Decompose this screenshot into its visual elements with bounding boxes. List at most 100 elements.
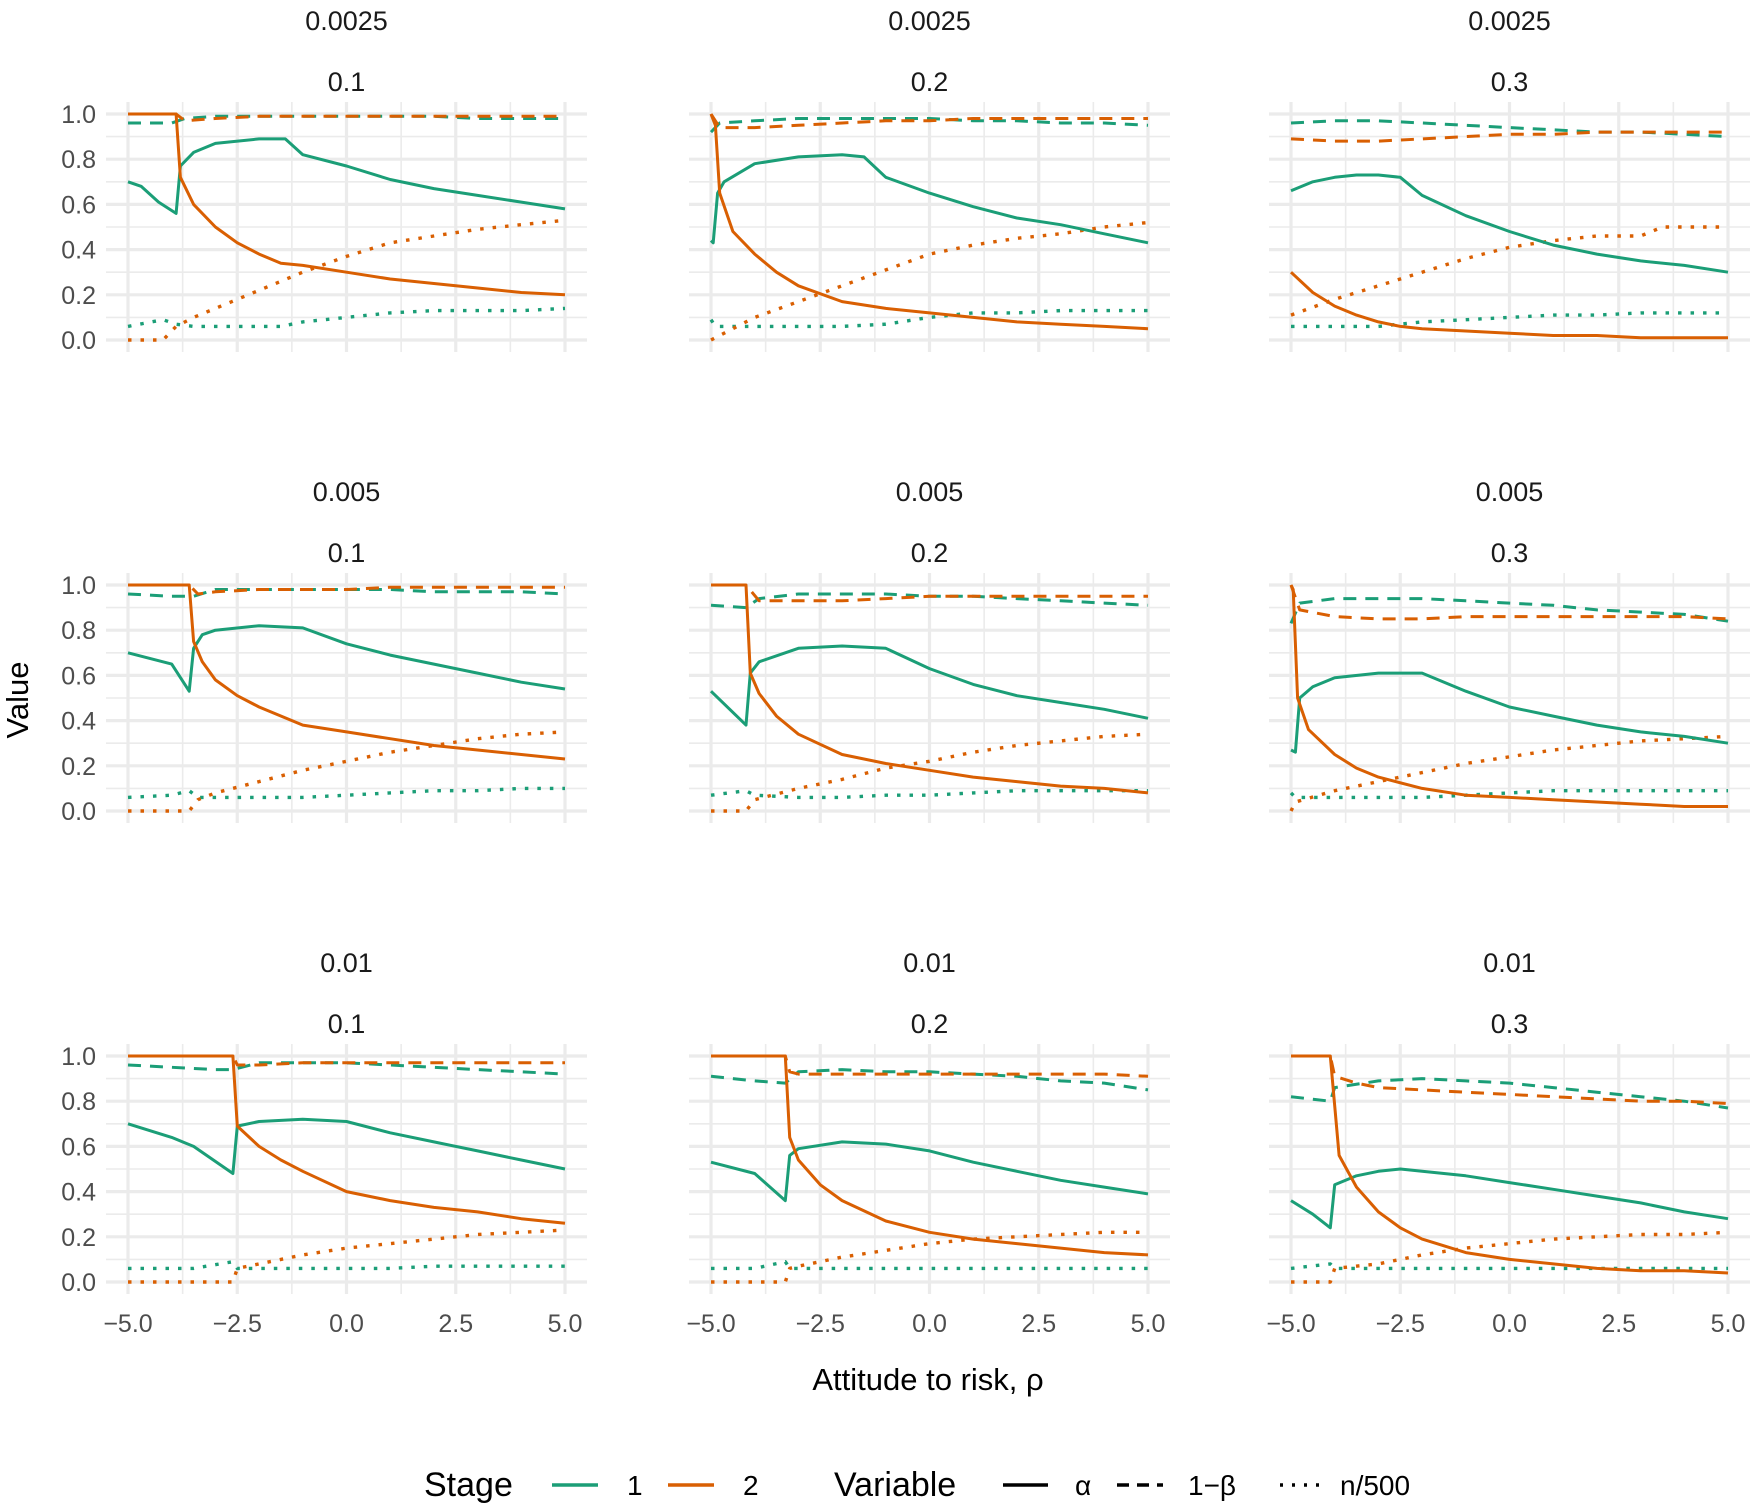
legend-variable-title: Variable (834, 1466, 956, 1504)
x-tick-label: 2.5 (1021, 1310, 1056, 1338)
facet-col-strip-label: 0.2 (911, 67, 949, 97)
legend: Stage 1 2 Variable α 1−β n/500 (424, 1466, 1410, 1504)
series-line-stage2-power (128, 112, 565, 123)
legend-n500-label: n/500 (1340, 1470, 1410, 1501)
x-tick-label: 5.0 (1131, 1310, 1166, 1338)
facet-col-strip-label: 0.1 (328, 67, 366, 97)
facet-panel: 0.0025 0.1 0.0 0.2 0.4 0.6 0.8 1.0 (61, 6, 587, 355)
series-line-stage2-alpha (1291, 1054, 1729, 1275)
series-line-stage2-power (711, 1054, 1149, 1078)
series-line-stage2-alpha (128, 1054, 566, 1225)
facet-panel: 0.0025 0.2 (689, 6, 1170, 352)
x-tick-label: −2.5 (1376, 1310, 1425, 1338)
legend-alpha-label: α (1075, 1470, 1091, 1501)
y-tick-label: 0.0 (61, 798, 96, 826)
facet-row-strip-label: 0.01 (903, 948, 956, 978)
y-tick-label: 0.2 (61, 753, 96, 781)
facet-panel: 0.01 0.3 −5.0 −2.5 0.0 2.5 5.0 (1266, 948, 1750, 1338)
facet-row-strip-label: 0.01 (1483, 948, 1536, 978)
y-tick-label: 0.2 (61, 1224, 96, 1252)
series-line-stage2-alpha (128, 583, 566, 761)
series-line-stage1-alpha (127, 137, 566, 215)
y-tick-label: 0.6 (61, 191, 96, 219)
facet-col-strip-label: 0.1 (328, 538, 366, 568)
y-tick-label: 0.0 (61, 1269, 96, 1297)
y-tick-label: 0.0 (61, 327, 96, 355)
series-line-stage1-power (127, 1061, 566, 1076)
series-line-stage1-n500 (128, 1260, 565, 1271)
legend-stage-1-label: 1 (627, 1470, 643, 1501)
series-line-stage2-n500 (128, 1228, 566, 1284)
y-axis-title: Value (0, 662, 35, 739)
y-tick-label: 0.2 (61, 282, 96, 310)
series-line-stage1-power (709, 117, 1149, 134)
facet-col-strip-label: 0.1 (328, 1009, 366, 1039)
series-line-stage2-alpha (1289, 584, 1728, 808)
y-tick-label: 1.0 (61, 101, 96, 129)
facet-col-strip-label: 0.2 (911, 538, 949, 568)
x-tick-label: 0.0 (912, 1310, 947, 1338)
series-line-stage1-alpha (127, 624, 566, 693)
series-line-stage1-power (710, 1068, 1149, 1092)
y-tick-label: 1.0 (61, 1043, 96, 1071)
x-tick-label: −2.5 (796, 1310, 845, 1338)
series-line-stage1-alpha (1290, 1167, 1729, 1230)
x-tick-label: −5.0 (1266, 1310, 1315, 1338)
y-tick-label: 1.0 (61, 572, 96, 600)
facet-row-strip-label: 0.005 (896, 477, 964, 507)
facet-panel: 0.005 0.3 (1269, 477, 1750, 823)
series-line-stage1-n500 (127, 306, 566, 329)
series-line-stage1-alpha (127, 1117, 566, 1175)
x-tick-label: −5.0 (686, 1310, 735, 1338)
y-tick-label: 0.6 (61, 662, 96, 690)
facet-row-strip-label: 0.0025 (1468, 6, 1551, 36)
series-line-stage1-power (127, 588, 566, 598)
series-line-stage1-alpha (710, 1140, 1149, 1203)
x-tick-label: 5.0 (548, 1310, 583, 1338)
facet-row-strip-label: 0.01 (320, 948, 373, 978)
facet-panel: 0.01 0.1 0.0 0.2 0.4 0.6 0.8 1.0 −5.0 −2.5 0.0 2.5 5… (61, 948, 587, 1338)
legend-stage-title: Stage (424, 1466, 513, 1504)
series-line-stage1-power (1289, 597, 1729, 624)
y-tick-label: 0.6 (61, 1133, 96, 1161)
y-tick-label: 0.8 (61, 146, 96, 174)
series-line-stage2-power (1289, 584, 1729, 621)
x-tick-label: −2.5 (213, 1310, 262, 1338)
facet-panel: 0.0025 0.3 (1269, 6, 1750, 352)
series-line-stage2-power (711, 583, 1148, 603)
facet-row-strip-label: 0.0025 (305, 6, 388, 36)
facet-row-strip-label: 0.005 (313, 477, 381, 507)
series-line-stage2-alpha (128, 112, 566, 297)
series-line-stage2-alpha (711, 1054, 1149, 1257)
x-tick-label: 2.5 (438, 1310, 473, 1338)
x-tick-label: −5.0 (103, 1310, 152, 1338)
x-axis-title: Attitude to risk, ρ (812, 1362, 1043, 1397)
facet-col-strip-label: 0.3 (1491, 67, 1529, 97)
series-line-stage2-alpha (709, 113, 1149, 331)
series-line-stage2-power (128, 1054, 565, 1067)
facet-panel: 0.005 0.2 (689, 477, 1170, 823)
facet-col-strip-label: 0.3 (1491, 538, 1529, 568)
series-line-stage1-alpha (1290, 173, 1729, 274)
y-tick-label: 0.4 (61, 1179, 96, 1207)
series-line-stage2-alpha (711, 583, 1149, 795)
y-tick-label: 0.8 (61, 1088, 96, 1116)
facet-row-strip-label: 0.005 (1476, 477, 1544, 507)
series-line-stage2-power (128, 583, 565, 596)
series-line-stage2-n500 (1291, 1230, 1729, 1284)
series-line-stage2-power (1290, 130, 1728, 143)
x-tick-label: 0.0 (1492, 1310, 1527, 1338)
series-line-stage1-n500 (1291, 311, 1728, 329)
series-line-stage2-n500 (1290, 225, 1728, 317)
x-tick-label: 5.0 (1711, 1310, 1746, 1338)
series-line-stage1-n500 (1289, 789, 1728, 800)
facet-row-strip-label: 0.0025 (888, 6, 971, 36)
series-line-stage1-n500 (711, 1260, 1148, 1271)
series-line-stage1-n500 (709, 308, 1148, 329)
legend-power-label: 1−β (1188, 1470, 1236, 1501)
series-line-stage2-power (709, 113, 1148, 130)
facet-panel: 0.005 0.1 0.0 0.2 0.4 0.6 0.8 1.0 (61, 477, 587, 826)
series-line-stage1-n500 (127, 786, 565, 800)
y-tick-label: 0.8 (61, 617, 96, 645)
